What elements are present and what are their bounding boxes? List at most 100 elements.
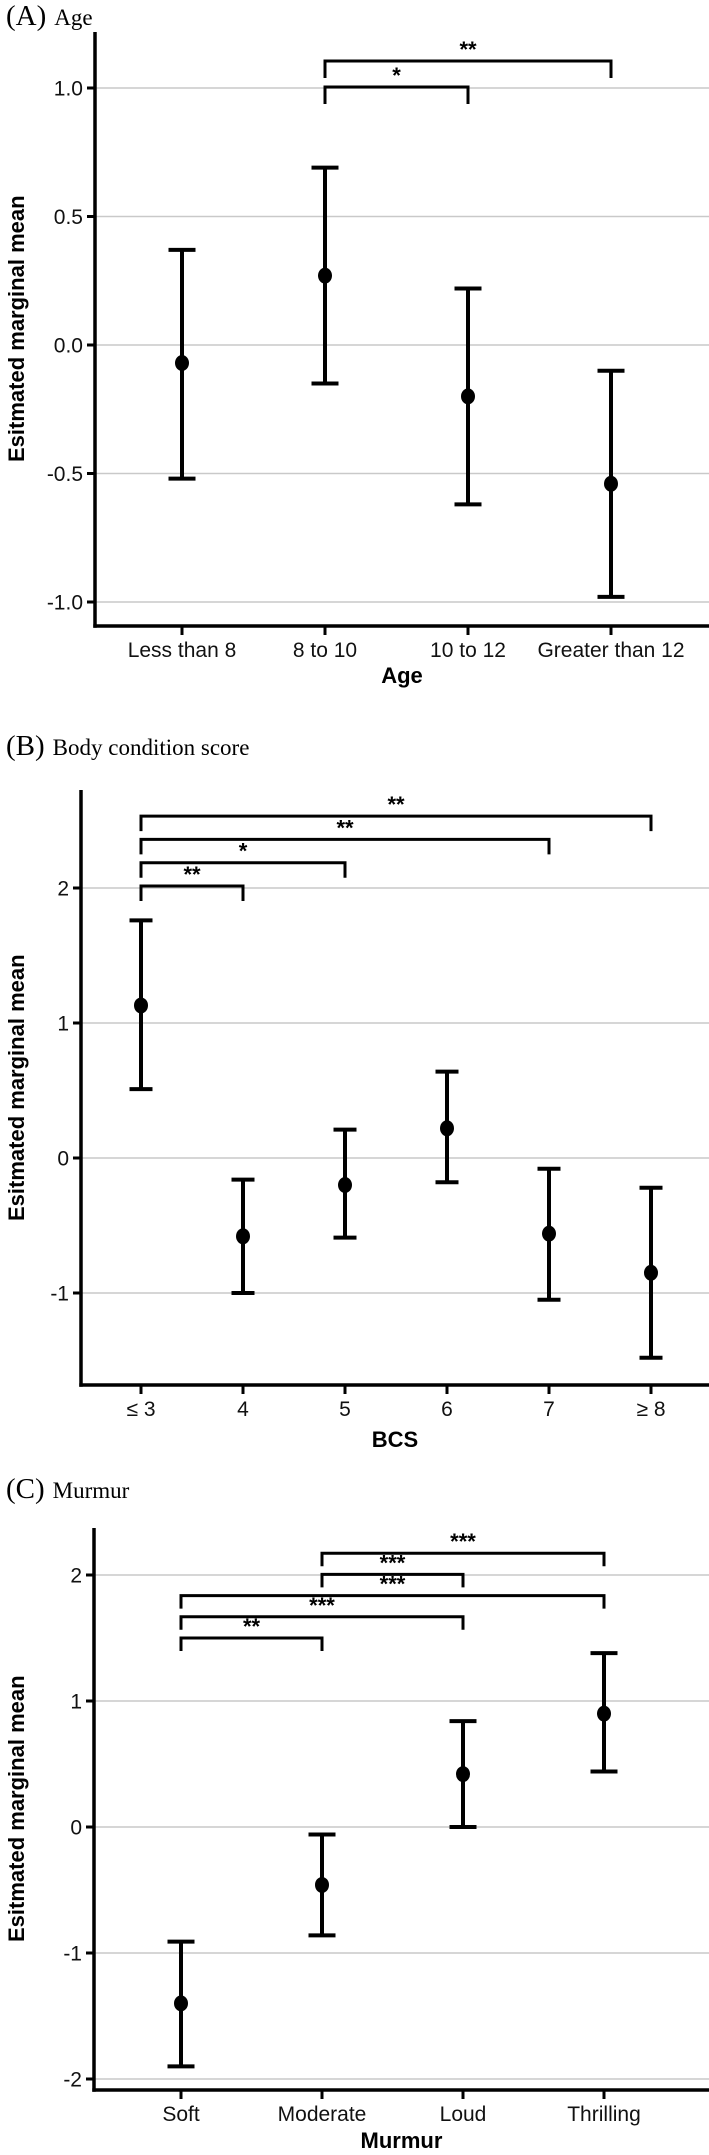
panel-age-mean-point-greater-than-12: [604, 475, 618, 492]
panel-age-y-tick-label-1-0: -1.0: [47, 592, 83, 615]
panel-body-condition-score-y-tick-label-0: 0: [57, 1148, 69, 1171]
panel-age-y-tick-label-1-0: 1.0: [54, 78, 83, 101]
panel-murmur-axes: 2 1 0 -1 -2 Soft Moderate Loud Thrilling: [63, 1528, 709, 2126]
panel-murmur-mean-point-loud: [456, 1766, 470, 1783]
panel-murmur-tag: (C): [6, 1473, 45, 1505]
panel-murmur-y-tick-label-2: 2: [70, 1565, 82, 1588]
panel-body-condition-score-sig-bracket-3-vs-5: *: [139, 839, 347, 878]
panel-murmur-x-tick-label-soft: Soft: [162, 2103, 200, 2126]
panel-body-condition-score-mean-point-3: [134, 997, 148, 1014]
panel-murmur-sig-bracket-soft-vs-thrilling: ***: [179, 1572, 606, 1609]
panel-age-sig-bracket-8-to-10-vs-10-to-12: *: [323, 63, 470, 104]
panel-body-condition-score-y-tick-label-1: -1: [50, 1283, 69, 1306]
panel-body-condition-score-errorbar-3: [129, 918, 153, 1092]
panel-murmur-name: Murmur: [52, 1478, 130, 1503]
panel-murmur-sig-bracket-soft-vs-loud: ***: [179, 1593, 465, 1630]
panel-murmur-y-tick-label-2: -2: [63, 2069, 82, 2092]
panel-murmur-x-tick-label-thrilling: Thrilling: [567, 2103, 641, 2126]
panel-age-mean-point-less-than-8: [175, 354, 189, 371]
panel-murmur-mean-point-thrilling: [597, 1705, 611, 1722]
panel-bcs-name: Body condition score: [52, 735, 250, 760]
panel-body-condition-score-mean-point-8: [644, 1264, 658, 1281]
panel-age-y-tick-label-0-5: 0.5: [54, 206, 83, 229]
panel-body-condition-score-mean-point-5: [338, 1177, 352, 1193]
panel-age-axes: 1.0 0.5 0.0 -0.5 -1.0 Less than 8 8 to 10 10 to…: [47, 32, 709, 662]
panel-murmur-y-axis-label: Esitmated marginal mean: [4, 1675, 29, 1943]
panel-murmur-mean-point-soft: [174, 1995, 188, 2012]
panel-age-name: Age: [54, 5, 93, 30]
panel-body-condition-score-errorbar-7: [537, 1166, 561, 1302]
panel-body-condition-score-errorbar-8: [639, 1185, 663, 1360]
panel-body-condition-score-mean-point-7: [542, 1225, 556, 1242]
panel-age-mean-point-8-to-10: [318, 267, 332, 284]
panel-age-x-tick-label-greater-than-12: Greater than 12: [537, 639, 684, 662]
panel-age: (A) Age 1.0 0.5 0.0 -0.5 -1.0 Less than 8 8 to …: [0, 0, 709, 712]
panel-murmur-y-tick-label-1: 1: [70, 1691, 82, 1714]
panel-bcs-plot: 210-1≤ 3 4 5 6 7 ≥ 8*******: [50, 790, 709, 1421]
panel-age-sig-label: *: [392, 63, 401, 88]
panel-age-gridlines: [95, 87, 709, 603]
panel-body-condition-score-x-tick-label-8: ≥ 8: [636, 1398, 665, 1421]
panel-bcs-y-axis-label: Esitmated marginal mean: [4, 954, 29, 1221]
panel-body-condition-score-x-tick-label-3: ≤ 3: [126, 1398, 155, 1421]
panel-body-condition-score-axes: 2 1 0 -1 ≤ 3 4 5 6 7 ≥ 8: [50, 790, 709, 1421]
panel-murmur-x-tick-label-loud: Loud: [440, 2103, 487, 2126]
panel-body-condition-score-sig-label: *: [239, 839, 248, 864]
panel-murmur-title: (C) Murmur: [6, 1473, 129, 1506]
panel-age-title: (A) Age: [6, 0, 93, 33]
panel-bcs: (B) Body condition score 2 1 0 -1 ≤ 3 4 5 6 7 ≥ 8 *…: [0, 725, 709, 1462]
panel-murmur-sig-label: ***: [450, 1529, 476, 1554]
panel-age-x-tick-label-8-to-10: 8 to 10: [293, 639, 357, 662]
panel-murmur-errorbar-thrilling: [590, 1651, 618, 1774]
panel-age-errorbar-less-than-8: [168, 247, 196, 481]
panel-body-condition-score-gridlines: [81, 887, 709, 1294]
panel-murmur-x-tick-label-moderate: Moderate: [278, 2103, 367, 2126]
panel-body-condition-score-y-tick-label-1: 1: [57, 1013, 69, 1036]
panel-age-x-axis-label: Age: [381, 663, 423, 688]
panel-age-y-axis-label: Esitmated marginal mean: [4, 195, 29, 463]
panel-murmur-errorbar-loud: [449, 1719, 477, 1829]
panel-body-condition-score-sig-label: **: [183, 862, 201, 887]
panel-body-condition-score-errorbar-6: [435, 1069, 459, 1185]
panel-body-condition-score-x-tick-label-5: 5: [339, 1398, 351, 1421]
panel-murmur-errorbar-moderate: [308, 1832, 336, 1938]
panel-body-condition-score-sig-label: **: [387, 792, 405, 817]
panel-body-condition-score-x-tick-label-6: 6: [441, 1398, 453, 1421]
panel-age-mean-point-10-to-12: [461, 388, 475, 405]
panel-murmur-sig-bracket-moderate-vs-thrilling: ***: [320, 1529, 606, 1567]
panel-murmur-sig-label: **: [243, 1614, 261, 1639]
panel-age-x-tick-label-less-than-8: Less than 8: [128, 639, 237, 662]
panel-body-condition-score-errorbar-4: [231, 1177, 255, 1295]
panel-age-x-tick-label-10-to-12: 10 to 12: [430, 639, 506, 662]
panel-bcs-x-axis-label: BCS: [371, 1427, 419, 1452]
panel-bcs-title: (B) Body condition score: [6, 730, 249, 763]
panel-murmur-sig-bracket-soft-vs-moderate: **: [179, 1614, 324, 1651]
panel-age-sig-bracket-8-to-10-vs-greater-than-12: **: [323, 37, 613, 78]
panel-age-errorbar-8-to-10: [311, 165, 339, 386]
panel-age-errorbar-greater-than-12: [597, 368, 625, 599]
panel-age-y-tick-label-0-5: -0.5: [47, 463, 83, 486]
panel-age-plot: 1.0 0.5 0.0 -0.5 -1.0 Less than 8 8 to 10 10 to…: [47, 32, 709, 662]
panel-body-condition-score-x-tick-label-4: 4: [237, 1398, 249, 1421]
panel-body-condition-score-x-tick-label-7: 7: [543, 1398, 555, 1421]
panel-age-errorbar-10-to-12: [454, 286, 482, 507]
panel-age-y-tick-label-0-0: 0.0: [54, 335, 83, 358]
panel-age-tag: (A): [6, 0, 47, 32]
panel-body-condition-score-mean-point-6: [440, 1120, 454, 1137]
panel-murmur-errorbar-soft: [167, 1939, 195, 2069]
panel-body-condition-score-errorbar-5: [333, 1127, 357, 1240]
panel-body-condition-score-y-tick-label-2: 2: [57, 878, 69, 901]
panel-body-condition-score-sig-bracket-3-vs-4: **: [139, 862, 245, 901]
panel-murmur-y-tick-label-1: -1: [63, 1943, 82, 1966]
panel-bcs-tag: (B): [6, 730, 45, 762]
panel-murmur-mean-point-moderate: [315, 1876, 329, 1893]
panel-murmur: (C) Murmur 2 1 0 -1 -2 Soft Moderate Loud Thrilli…: [0, 1468, 709, 2155]
panel-body-condition-score-mean-point-4: [236, 1228, 250, 1245]
panel-body-condition-score-sig-label: **: [336, 815, 354, 840]
panel-body-condition-score-sig-bracket-3-vs-7: **: [139, 815, 551, 855]
panel-age-sig-label: **: [459, 37, 477, 62]
panel-murmur-y-tick-label-0: 0: [70, 1817, 82, 1840]
panel-body-condition-score-sig-bracket-3-vs-8: **: [139, 792, 653, 832]
